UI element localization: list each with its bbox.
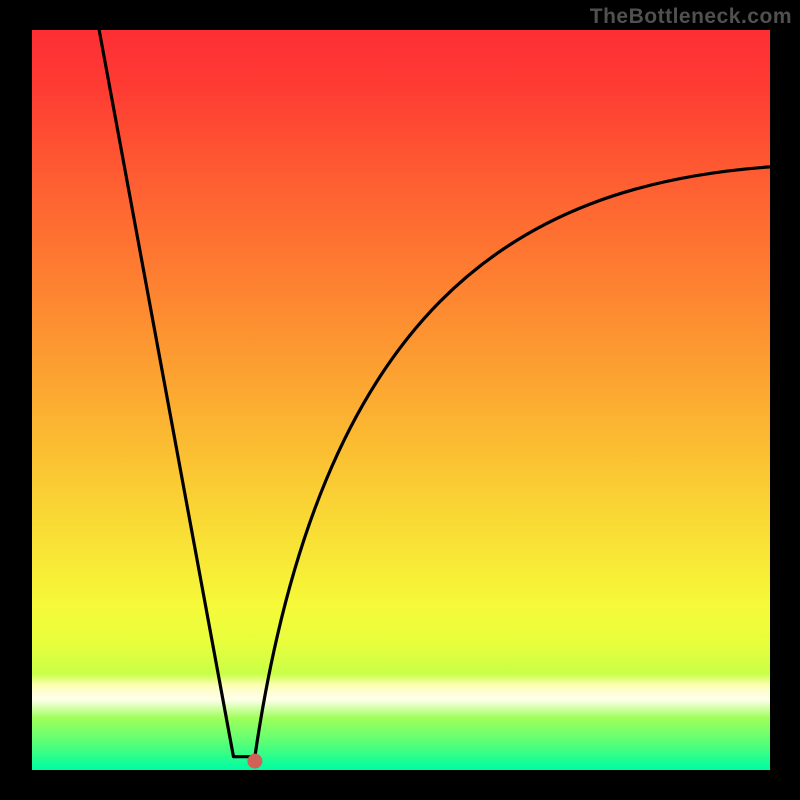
chart-container: TheBottleneck.com [0,0,800,800]
plot-background [32,30,770,770]
marker-dot [247,754,262,769]
bottleneck-chart [0,0,800,800]
watermark-text: TheBottleneck.com [590,5,792,29]
